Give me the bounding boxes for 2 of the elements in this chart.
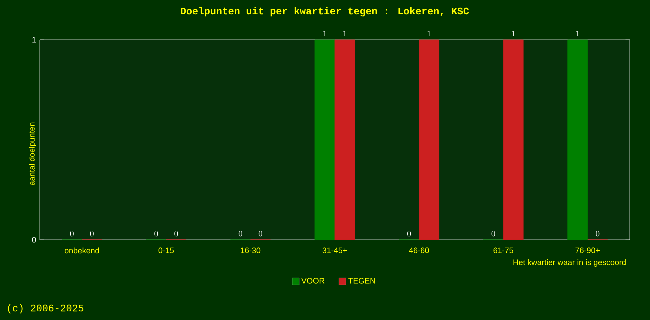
text: (c) 2006-2025 [8, 304, 84, 314]
chart-title: Doelpunten uit per kwartier tegen : Lokeren, KSC [181, 7, 470, 17]
